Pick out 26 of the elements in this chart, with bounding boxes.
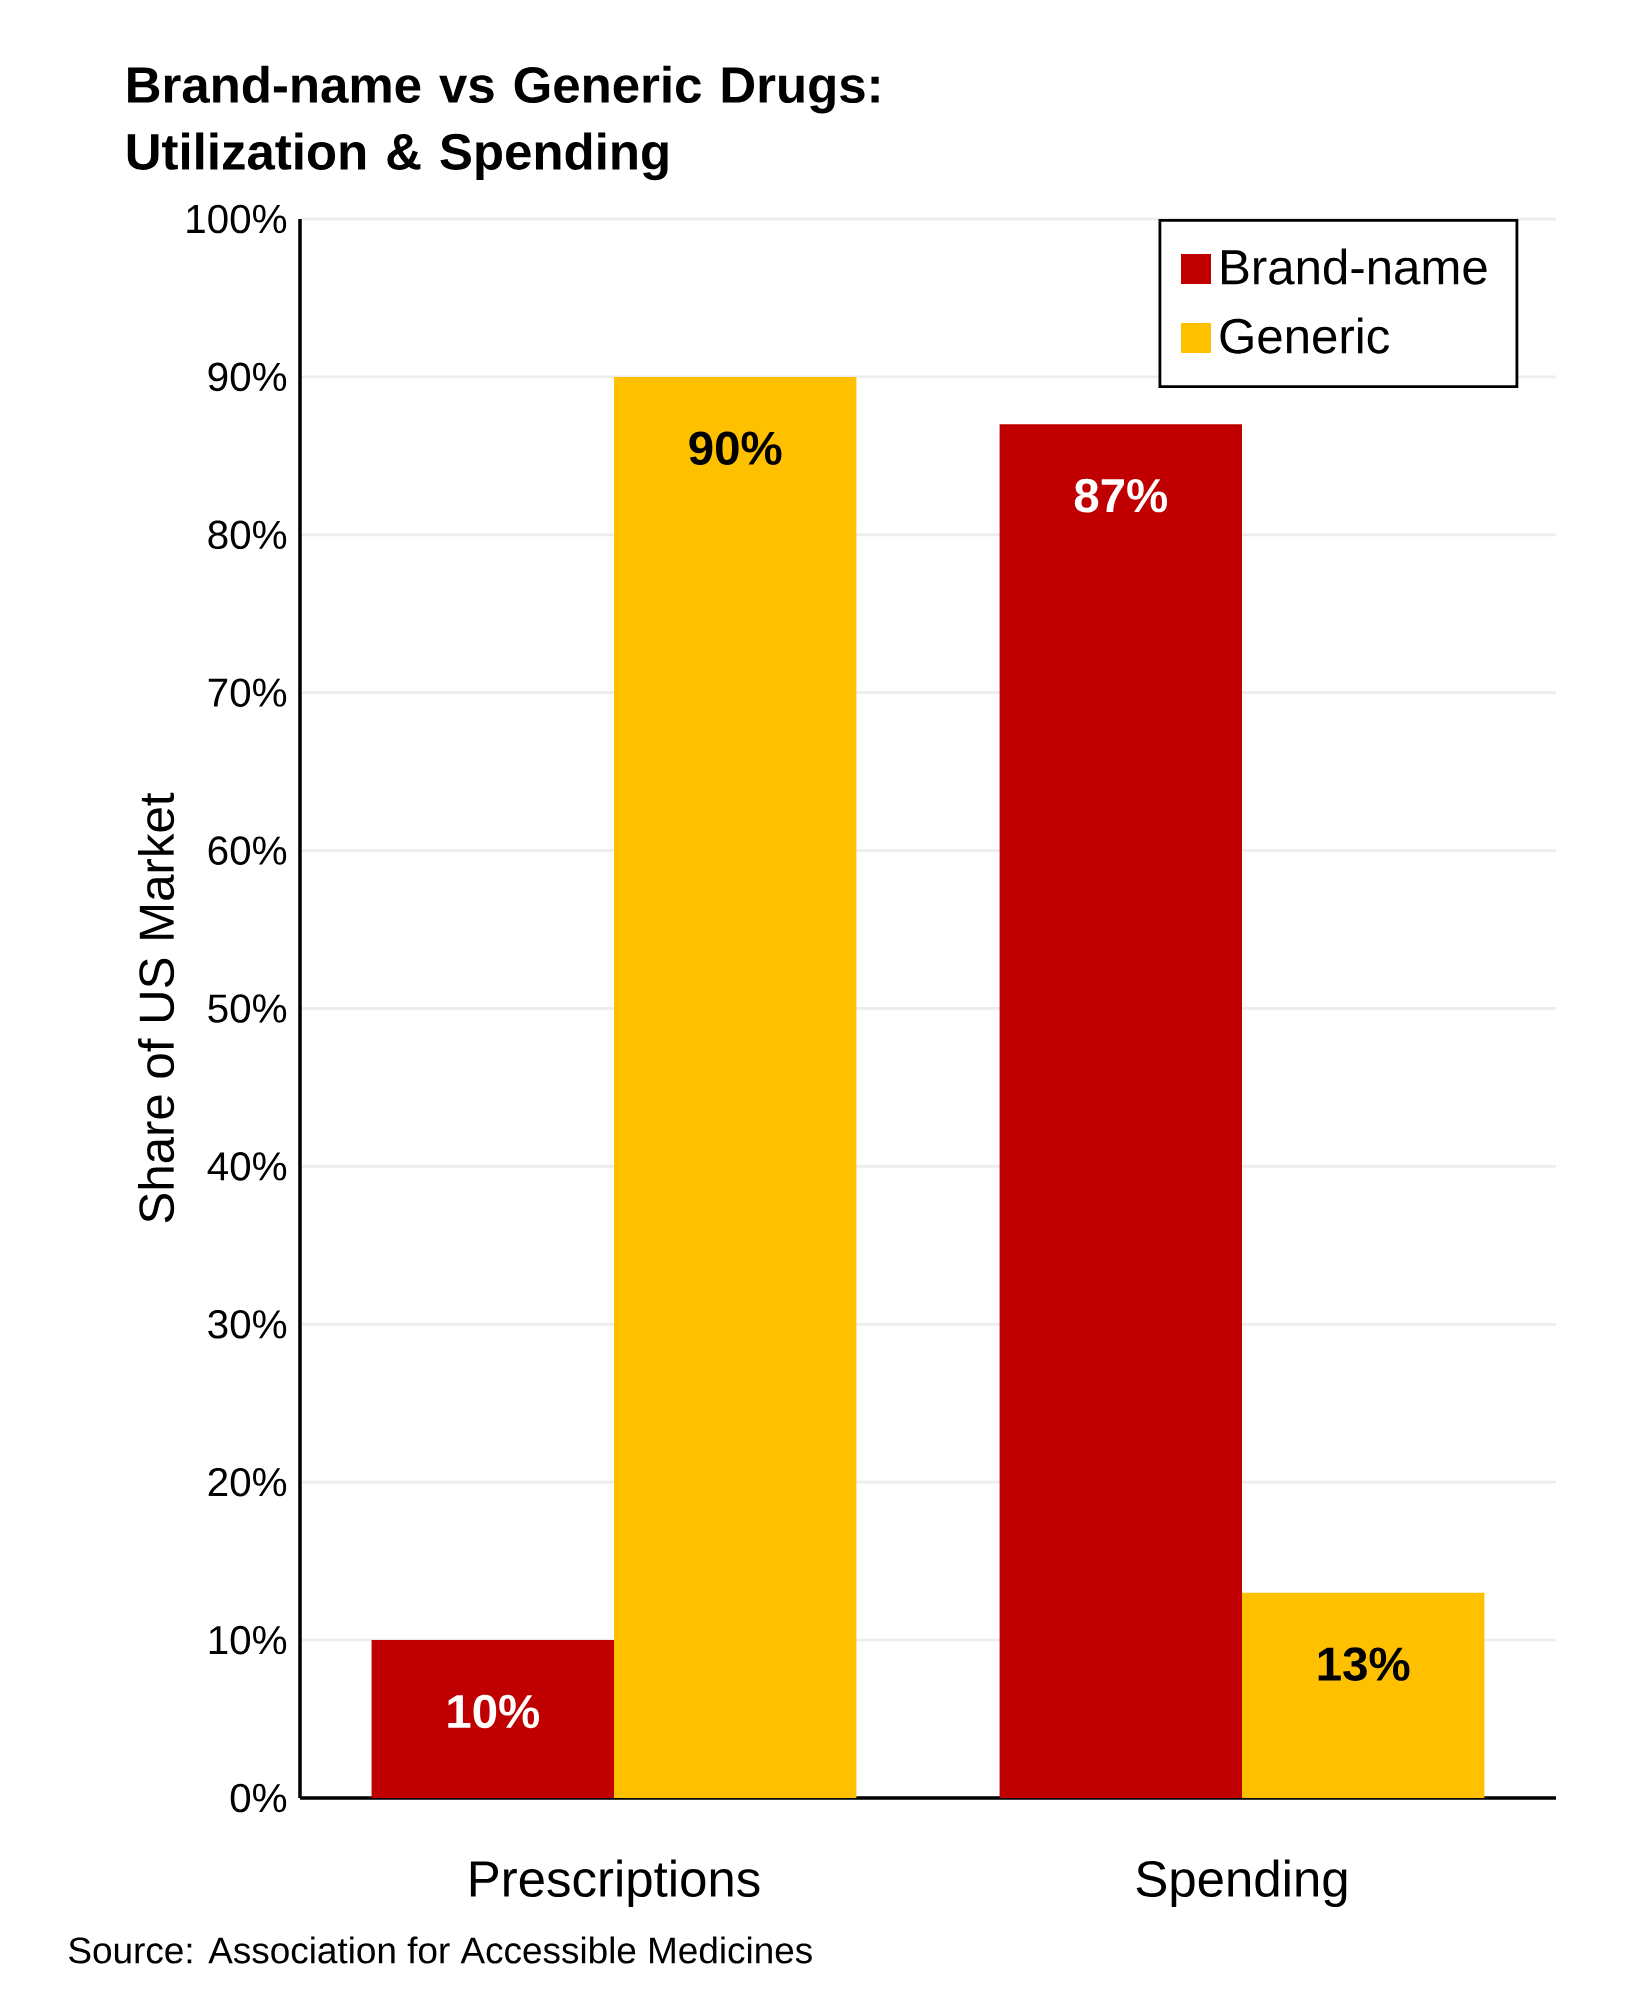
y-axis-title: Share of US Market — [137, 792, 175, 1223]
y-tick-label: 50% — [208, 994, 287, 1023]
chart-title: Brand-name vs Generic Drugs: Utilization & Spending — [127, 65, 879, 181]
y-tick-label: 30% — [208, 1309, 287, 1339]
y-tick-label: 70% — [208, 678, 287, 707]
x-tick-label: Spending — [1136, 1859, 1347, 1908]
legend-label: Generic — [1220, 317, 1389, 354]
y-tick-label: 100% — [187, 204, 287, 234]
data-label: 87% — [1074, 478, 1168, 513]
x-tick-label: Prescriptions — [470, 1859, 760, 1908]
data-label: 13% — [1318, 1647, 1410, 1681]
y-tick-label: 90% — [208, 362, 287, 392]
bar — [999, 424, 1242, 1798]
y-tick-label: 40% — [207, 1152, 287, 1181]
y-tick-label: 60% — [208, 836, 287, 865]
y-tick-label: 10% — [209, 1625, 287, 1655]
bar — [1242, 1592, 1485, 1798]
source-note: Source: Association for Accessible Medicines — [69, 1936, 812, 1964]
bar — [371, 1640, 614, 1798]
data-label: 10% — [448, 1694, 540, 1729]
y-tick-label: 80% — [208, 520, 287, 550]
y-tick-label: 0% — [230, 1783, 287, 1813]
bar — [613, 376, 857, 1798]
legend-label: Brand-name — [1222, 248, 1487, 285]
y-tick-label: 20% — [208, 1467, 287, 1497]
data-label: 90% — [689, 431, 782, 466]
